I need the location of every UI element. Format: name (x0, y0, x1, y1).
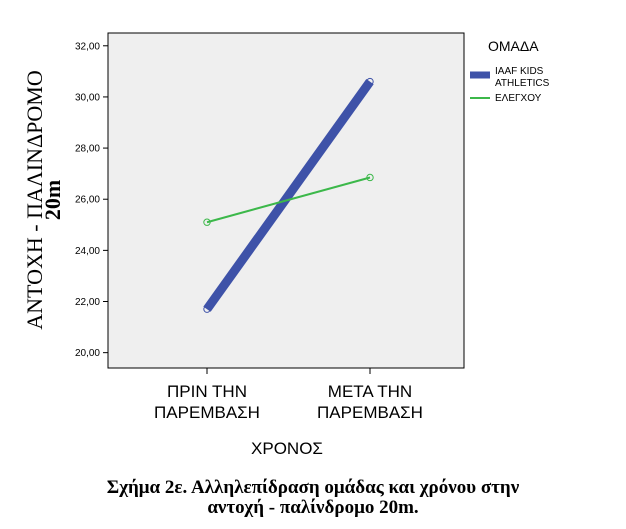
series-line (203, 78, 374, 312)
x-tick-label: ΜΕΤΑ ΤΗΝ (328, 382, 412, 401)
y-tick-label: 24,00 (75, 246, 100, 257)
data-point-marker (366, 77, 374, 86)
caption-line-2: αντοχή - παλίνδρομο 20m. (207, 497, 419, 518)
y-tick-label: 20,00 (75, 348, 100, 359)
legend-entry-label: ΕΛΕΓΧΟΥ (495, 93, 542, 104)
legend-title: ΟΜΑΔΑ (488, 38, 539, 54)
data-point-marker (203, 305, 211, 313)
x-tick-label: ΠΑΡΕΜΒΑΣΗ (317, 403, 423, 422)
caption-line-1: Σχήμα 2ε. Αλληλεπίδραση ομάδας και χρόνο… (106, 477, 520, 498)
data-point-marker (203, 218, 211, 226)
x-axis-ticks: ΠΡΙΝ ΤΗΝ ΠΑΡΕΜΒΑΣΗ ΜΕΤΑ ΤΗΝ ΠΑΡΕΜΒΑΣΗ (154, 368, 423, 422)
y-tick-label: 28,00 (75, 144, 100, 155)
y-tick-label: 30,00 (75, 92, 100, 103)
data-point-marker (366, 173, 374, 182)
y-axis-title-line-1: ΑΝΤΟΧΗ - ΠΑΛΙΝΔΡΟΜΟ (22, 70, 47, 329)
y-tick-label: 26,00 (75, 195, 100, 206)
x-tick-label: ΠΑΡΕΜΒΑΣΗ (154, 403, 260, 422)
x-tick-label: ΠΡΙΝ ΤΗΝ (167, 382, 247, 401)
y-axis-ticks: 20,00 22,00 24,00 26,00 28,00 30,00 32,00 (75, 41, 108, 359)
legend-entry-label: ATHLETICS (495, 78, 550, 89)
y-tick-label: 22,00 (75, 297, 100, 308)
x-axis-title: ΧΡΟΝΟΣ (251, 439, 323, 458)
series-line (206, 176, 371, 224)
series-layer (203, 77, 374, 313)
y-axis-title: ΑΝΤΟΧΗ - ΠΑΛΙΝΔΡΟΜΟ 20m (22, 70, 65, 329)
y-axis-title-line-2: 20m (40, 180, 65, 220)
legend-entry-label: IAAF KIDS (495, 66, 544, 77)
y-tick-label: 32,00 (75, 41, 100, 52)
figure-caption: Σχήμα 2ε. Αλληλεπίδραση ομάδας και χρόνο… (0, 478, 626, 518)
